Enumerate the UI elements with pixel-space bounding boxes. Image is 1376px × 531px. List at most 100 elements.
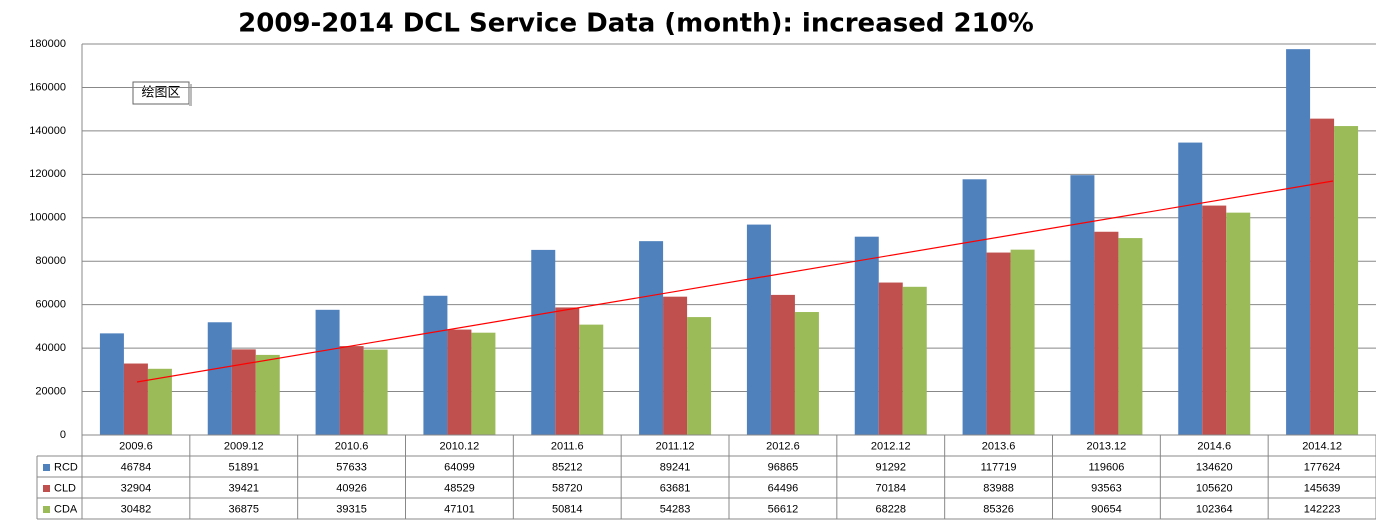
bar [962, 179, 987, 435]
annotation-text: 绘图区 [141, 84, 180, 99]
bar [99, 333, 124, 435]
y-tick-label: 20000 [35, 385, 66, 397]
bar [854, 236, 879, 435]
table-value: 83988 [983, 482, 1014, 494]
bar [1094, 231, 1119, 435]
table-value: 134620 [1196, 461, 1233, 473]
table-value: 63681 [660, 482, 691, 494]
legend-label: CLD [54, 482, 76, 494]
table-value: 56612 [768, 503, 799, 515]
bar [1070, 175, 1095, 435]
bar [794, 312, 819, 435]
bar [447, 329, 472, 435]
bar [878, 282, 903, 435]
table-value: 142223 [1304, 503, 1341, 515]
x-tick-label: 2011.12 [656, 440, 695, 452]
legend-swatch [43, 464, 50, 471]
bar [1118, 238, 1143, 435]
bar [1334, 126, 1359, 436]
bar [1178, 142, 1203, 435]
bar [579, 324, 604, 435]
table-value: 39315 [336, 503, 367, 515]
annotation-box: 绘图区 [132, 81, 192, 106]
y-tick-label: 140000 [29, 125, 66, 137]
bar [663, 296, 688, 435]
table-value: 47101 [444, 503, 475, 515]
table-value: 93563 [1091, 482, 1122, 494]
x-tick-label: 2011.6 [551, 440, 584, 452]
legend-label: CDA [54, 503, 78, 515]
bar [639, 241, 664, 435]
y-tick-label: 160000 [29, 81, 66, 93]
x-tick-label: 2009.12 [224, 440, 264, 452]
table-value: 36875 [228, 503, 259, 515]
table-value: 30482 [121, 503, 152, 515]
table-value: 145639 [1304, 482, 1341, 494]
bar [471, 332, 496, 435]
table-value: 57633 [336, 461, 367, 473]
bar [986, 252, 1011, 435]
table-value: 105620 [1196, 482, 1233, 494]
table-value: 117719 [981, 461, 1017, 473]
bar [555, 307, 580, 435]
table-value: 102364 [1196, 503, 1233, 515]
bar [1202, 205, 1227, 435]
bar [1286, 49, 1311, 436]
table-value: 85212 [552, 461, 583, 473]
x-tick-label: 2013.6 [982, 440, 1016, 452]
x-tick-label: 2010.12 [440, 440, 480, 452]
x-tick-label: 2014.12 [1302, 440, 1342, 452]
table-value: 119606 [1088, 461, 1124, 473]
bar [315, 309, 340, 435]
x-tick-label: 2014.6 [1197, 440, 1231, 452]
table-value: 85326 [983, 503, 1014, 515]
bar [255, 354, 280, 435]
table-value: 96865 [768, 461, 799, 473]
table-value: 50814 [552, 503, 583, 515]
x-tick-label: 2012.6 [766, 440, 800, 452]
legend-swatch [43, 506, 50, 513]
table-value: 68228 [875, 503, 906, 515]
table-value: 48529 [444, 482, 475, 494]
bar [1226, 212, 1251, 435]
table-value: 70184 [875, 482, 906, 494]
y-tick-label: 0 [60, 429, 66, 441]
chart-title: 2009-2014 DCL Service Data (month): incr… [238, 9, 1034, 39]
table-value: 32904 [121, 482, 152, 494]
y-tick-label: 80000 [35, 255, 66, 267]
y-tick-label: 100000 [29, 212, 66, 224]
x-tick-label: 2009.6 [119, 440, 153, 452]
table-value: 58720 [552, 482, 583, 494]
table-value: 46784 [121, 461, 152, 473]
table-value: 54283 [660, 503, 691, 515]
bar [363, 349, 388, 435]
table-value: 40926 [336, 482, 367, 494]
x-tick-label: 2012.12 [871, 440, 911, 452]
bar [207, 322, 232, 435]
trend-line [136, 180, 1334, 383]
bar [423, 295, 448, 435]
y-tick-label: 120000 [29, 168, 66, 180]
y-tick-label: 60000 [35, 299, 66, 311]
table-value: 39421 [228, 482, 259, 494]
table-value: 64496 [768, 482, 799, 494]
y-tick-label: 180000 [29, 38, 66, 50]
table-value: 90654 [1091, 503, 1122, 515]
bar [902, 286, 927, 435]
annotation-shadow [189, 84, 192, 106]
table-value: 91292 [875, 461, 906, 473]
bar [339, 346, 364, 435]
x-tick-label: 2010.6 [335, 440, 369, 452]
table-value: 177624 [1304, 461, 1341, 473]
bar [1010, 249, 1035, 435]
legend-label: RCD [54, 461, 78, 473]
bar [123, 363, 148, 435]
table-value: 89241 [660, 461, 691, 473]
table-value: 51891 [228, 461, 259, 473]
bar [531, 249, 556, 435]
bar [687, 317, 712, 435]
bar [770, 294, 795, 435]
bar [1310, 118, 1335, 436]
bar [746, 224, 771, 435]
